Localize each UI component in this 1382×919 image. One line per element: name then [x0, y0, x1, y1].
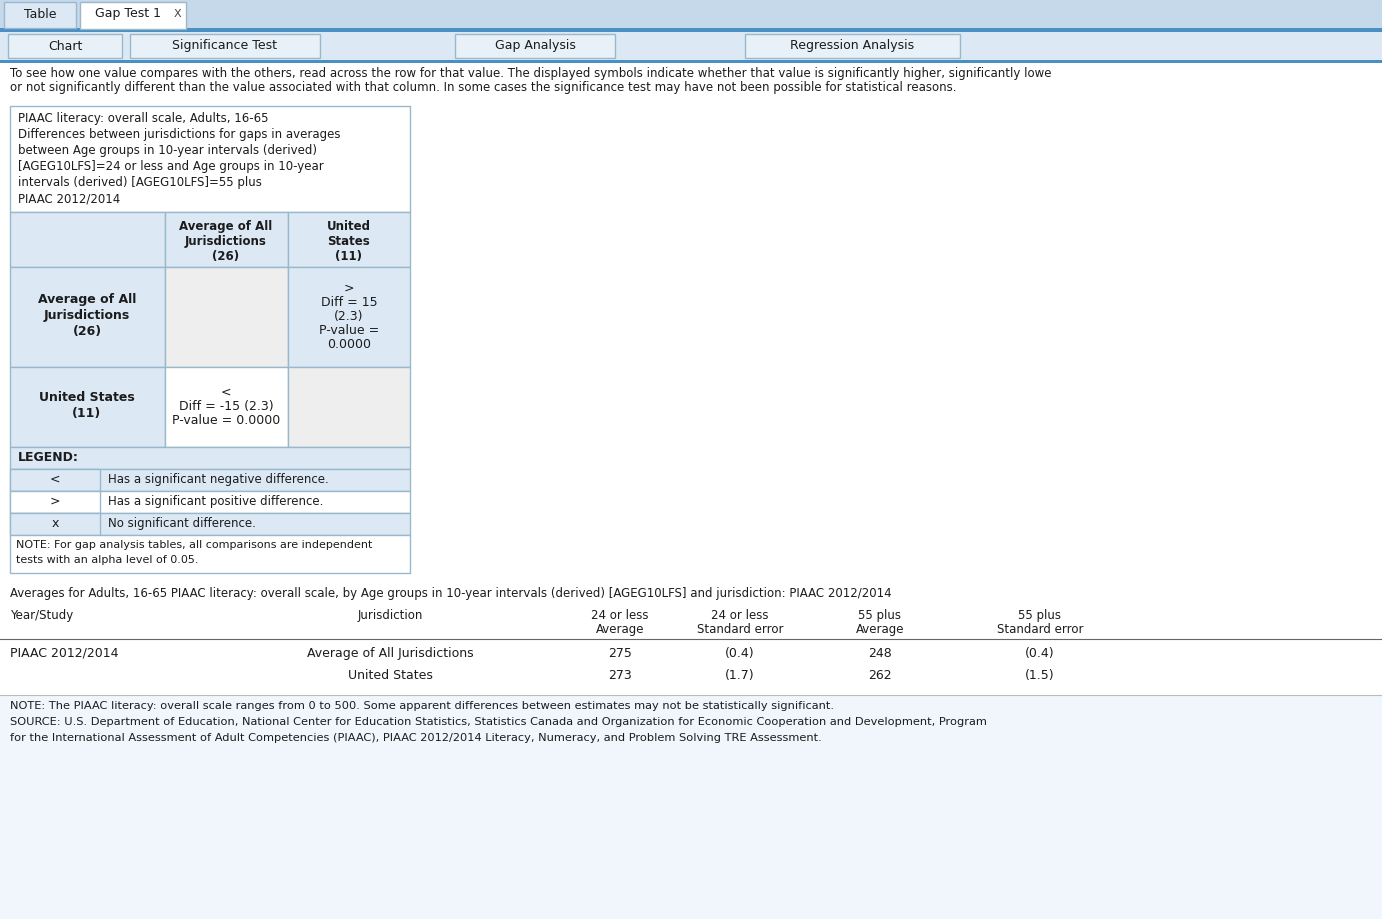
Text: Average: Average	[855, 623, 904, 636]
Bar	[10, 535, 410, 573]
Text: Chart: Chart	[48, 40, 82, 52]
Text: P-value = 0.0000: P-value = 0.0000	[171, 414, 281, 427]
Text: (26): (26)	[213, 250, 239, 263]
Text: Differences between jurisdictions for gaps in averages: Differences between jurisdictions for ga…	[18, 128, 340, 141]
Text: (11): (11)	[336, 250, 362, 263]
Text: Has a significant negative difference.: Has a significant negative difference.	[108, 473, 329, 486]
Bar	[287, 212, 410, 267]
Text: Diff = 15: Diff = 15	[321, 296, 377, 309]
Text: LEGEND:: LEGEND:	[18, 451, 79, 464]
Text: [AGEG10LFS]=24 or less and Age groups in 10-year: [AGEG10LFS]=24 or less and Age groups in…	[18, 160, 323, 173]
Bar	[10, 513, 410, 535]
Text: Average of All: Average of All	[37, 293, 137, 306]
Text: NOTE: The PIAAC literacy: overall scale ranges from 0 to 500. Some apparent diff: NOTE: The PIAAC literacy: overall scale …	[10, 701, 833, 711]
Text: 24 or less: 24 or less	[591, 609, 648, 622]
Bar	[10, 469, 100, 491]
Text: 275: 275	[608, 647, 632, 660]
Text: for the International Assessment of Adult Competencies (PIAAC), PIAAC 2012/2014 : for the International Assessment of Adul…	[10, 733, 822, 743]
Text: (2.3): (2.3)	[334, 310, 363, 323]
Text: Has a significant positive difference.: Has a significant positive difference.	[108, 495, 323, 508]
Text: 0.0000: 0.0000	[328, 338, 370, 351]
Text: Average of All: Average of All	[180, 220, 272, 233]
Bar	[130, 34, 321, 58]
Text: (1.5): (1.5)	[1025, 669, 1054, 682]
Text: Jurisdictions: Jurisdictions	[185, 235, 267, 248]
Text: Year/Study: Year/Study	[10, 609, 73, 622]
Text: PIAAC literacy: overall scale, Adults, 16-65: PIAAC literacy: overall scale, Adults, 1…	[18, 112, 268, 125]
Bar	[10, 491, 410, 513]
Text: >: >	[50, 495, 61, 508]
Text: 24 or less: 24 or less	[712, 609, 768, 622]
Text: Averages for Adults, 16-65 PIAAC literacy: overall scale, by Age groups in 10-ye: Averages for Adults, 16-65 PIAAC literac…	[10, 587, 891, 600]
Text: 262: 262	[868, 669, 891, 682]
Text: No significant difference.: No significant difference.	[108, 517, 256, 530]
Text: between Age groups in 10-year intervals (derived): between Age groups in 10-year intervals …	[18, 144, 316, 157]
Text: <: <	[50, 473, 61, 486]
Bar	[10, 267, 164, 367]
Text: Diff = -15 (2.3): Diff = -15 (2.3)	[178, 400, 274, 413]
Bar	[10, 106, 410, 212]
Bar	[410, 106, 1382, 573]
Bar	[10, 212, 164, 267]
Text: Gap Analysis: Gap Analysis	[495, 40, 575, 52]
Text: Regression Analysis: Regression Analysis	[791, 40, 914, 52]
Bar	[745, 34, 960, 58]
Bar	[0, 60, 1382, 63]
Text: Standard error: Standard error	[996, 623, 1083, 636]
Bar	[10, 513, 100, 535]
Text: (0.4): (0.4)	[1025, 647, 1054, 660]
Text: Jurisdictions: Jurisdictions	[44, 309, 130, 322]
Text: Average of All Jurisdictions: Average of All Jurisdictions	[307, 647, 473, 660]
Bar	[10, 367, 164, 447]
Text: PIAAC 2012/2014: PIAAC 2012/2014	[10, 647, 119, 660]
Text: 248: 248	[868, 647, 891, 660]
Text: x: x	[51, 517, 58, 530]
Text: intervals (derived) [AGEG10LFS]=55 plus: intervals (derived) [AGEG10LFS]=55 plus	[18, 176, 261, 189]
Text: tests with an alpha level of 0.05.: tests with an alpha level of 0.05.	[17, 555, 199, 565]
Bar	[287, 367, 410, 447]
Text: (1.7): (1.7)	[726, 669, 755, 682]
Text: Standard error: Standard error	[697, 623, 784, 636]
Text: Significance Test: Significance Test	[173, 40, 278, 52]
Text: United: United	[328, 220, 370, 233]
Bar	[8, 34, 122, 58]
Bar	[10, 447, 410, 469]
Bar	[164, 367, 287, 447]
Bar	[164, 267, 287, 367]
Text: (0.4): (0.4)	[726, 647, 755, 660]
Bar	[80, 2, 187, 29]
Text: <: <	[221, 386, 231, 399]
Text: 55 plus: 55 plus	[1019, 609, 1061, 622]
Text: Average: Average	[596, 623, 644, 636]
Text: >: >	[344, 282, 354, 295]
Text: P-value =: P-value =	[319, 324, 379, 337]
Bar	[164, 212, 287, 267]
Text: 55 plus: 55 plus	[858, 609, 901, 622]
Bar	[0, 28, 1382, 32]
Text: Table: Table	[23, 7, 57, 20]
Text: (11): (11)	[72, 407, 102, 420]
Bar	[0, 63, 1382, 105]
Bar	[0, 32, 1382, 60]
Text: or not significantly different than the value associated with that column. In so: or not significantly different than the …	[10, 81, 956, 94]
Text: To see how one value compares with the others, read across the row for that valu: To see how one value compares with the o…	[10, 67, 1052, 80]
Text: Gap Test 1: Gap Test 1	[95, 7, 160, 20]
Text: X: X	[173, 9, 181, 19]
Text: (26): (26)	[72, 325, 101, 338]
Text: States: States	[328, 235, 370, 248]
Bar	[4, 2, 76, 28]
Text: Jurisdiction: Jurisdiction	[358, 609, 423, 622]
Bar	[0, 695, 1382, 919]
Bar	[455, 34, 615, 58]
Text: 273: 273	[608, 669, 632, 682]
Text: United States: United States	[347, 669, 433, 682]
Text: PIAAC 2012/2014: PIAAC 2012/2014	[18, 192, 120, 205]
Bar	[287, 267, 410, 367]
Text: SOURCE: U.S. Department of Education, National Center for Education Statistics, : SOURCE: U.S. Department of Education, Na…	[10, 717, 987, 727]
Bar	[10, 469, 410, 491]
Text: United States: United States	[39, 391, 135, 404]
Bar	[0, 0, 1382, 28]
Bar	[10, 491, 100, 513]
Text: NOTE: For gap analysis tables, all comparisons are independent: NOTE: For gap analysis tables, all compa…	[17, 540, 372, 550]
